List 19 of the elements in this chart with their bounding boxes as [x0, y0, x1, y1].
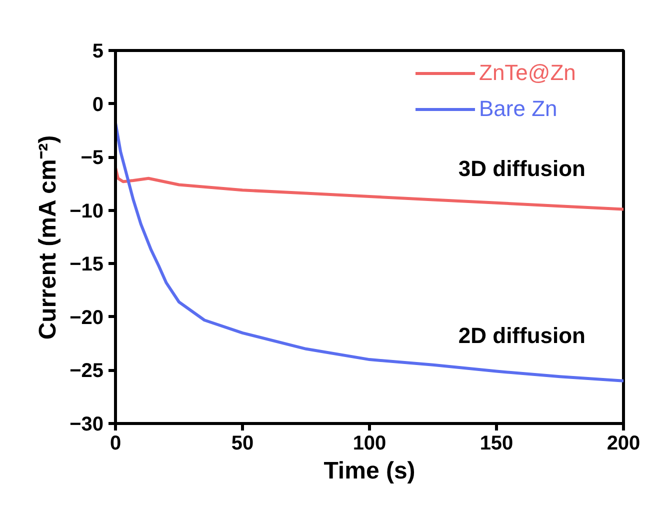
legend-label: Bare Zn — [479, 96, 558, 122]
x-tick-label: 0 — [110, 432, 122, 454]
x-tick-label: 100 — [352, 432, 386, 454]
y-tick-label: −25 — [70, 360, 104, 382]
y-tick-label: −20 — [70, 306, 104, 329]
legend-label: ZnTe@Zn — [479, 60, 577, 86]
annotation: 2D diffusion — [458, 323, 586, 348]
x-tick-label: 50 — [231, 432, 254, 454]
y-tick-label: 5 — [92, 40, 104, 62]
y-tick-label: 0 — [92, 94, 104, 116]
y-tick-label: −15 — [70, 254, 104, 276]
x-tick-label: 150 — [480, 432, 514, 454]
y-tick-label: −30 — [70, 414, 104, 436]
x-axis-title: Time (s) — [324, 458, 416, 484]
y-tick-label: −10 — [70, 200, 104, 222]
x-tick-label: 200 — [606, 432, 640, 454]
y-axis-title: Current (mA cm⁻²) — [34, 135, 62, 340]
annotation: 3D diffusion — [458, 156, 586, 181]
y-tick-label: −5 — [80, 147, 104, 170]
